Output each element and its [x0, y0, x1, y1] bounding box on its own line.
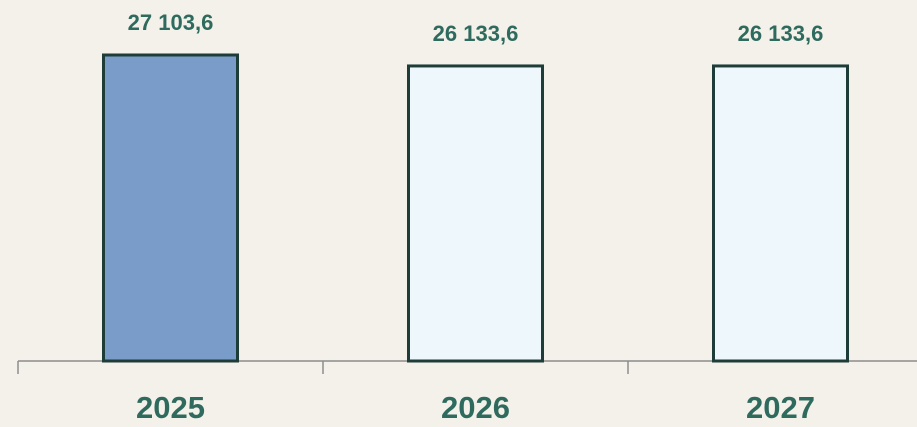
value-label: 27 103,6: [128, 10, 214, 35]
bar: [407, 64, 544, 363]
bar: [102, 53, 239, 363]
value-label: 26 133,6: [738, 21, 824, 46]
x-tick-label: 2026: [441, 390, 510, 425]
bar: [712, 64, 849, 363]
x-tick-label: 2025: [136, 390, 205, 425]
x-tick-label: 2027: [746, 390, 815, 425]
value-label: 26 133,6: [433, 21, 519, 46]
